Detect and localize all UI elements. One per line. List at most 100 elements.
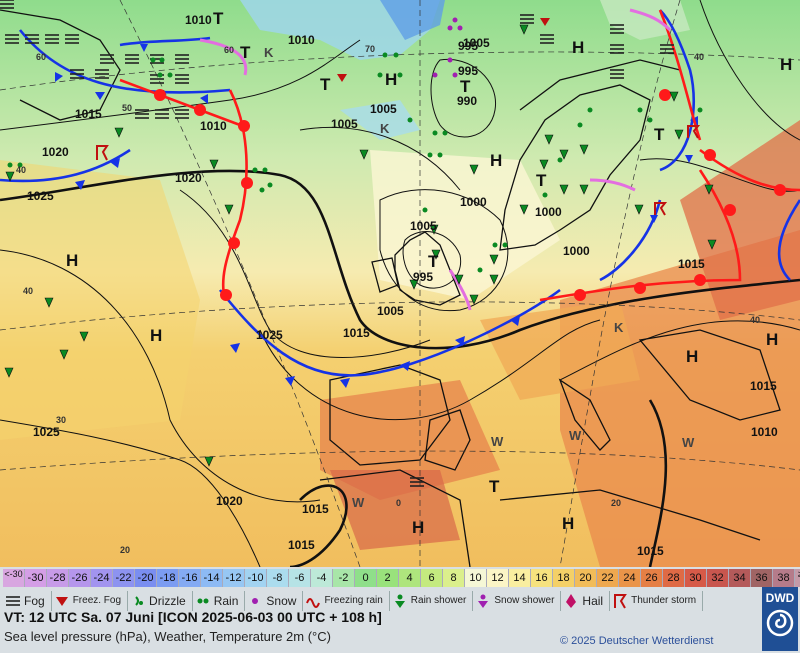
high-pressure-label: H	[572, 38, 584, 57]
temperature-contour-label: 50	[122, 103, 132, 113]
isobar-label: 995	[458, 64, 478, 78]
legend-rain: Rain	[193, 591, 246, 611]
air-mass-label: W	[682, 435, 695, 450]
scale-cell: -12	[223, 569, 245, 587]
high-pressure-label: H	[766, 330, 778, 349]
cold-fronts	[0, 9, 800, 377]
high-pressure-label: H	[66, 251, 78, 270]
low-pressure-label: T	[240, 43, 251, 62]
isobar-label: 1010	[751, 425, 778, 439]
isobar-label: 1010	[200, 119, 227, 133]
scale-cell: 6	[421, 569, 443, 587]
temperature-contour-label: 20	[120, 545, 130, 555]
hail-icon	[566, 594, 577, 608]
legend-label: Thunder storm	[631, 595, 697, 606]
isobar-label: 1005	[331, 117, 358, 131]
temperature-contour-label: 0	[396, 498, 401, 508]
freezing-fog-symbols	[337, 18, 550, 82]
scale-cell: 34	[729, 569, 751, 587]
high-pressure-label: H	[562, 514, 574, 533]
scale-cell: -10	[245, 569, 267, 587]
legend-label: Freez. Fog	[72, 595, 122, 606]
high-pressure-label: H	[385, 70, 397, 89]
copyright: © 2025 Deutscher Wetterdienst	[560, 635, 714, 647]
scale-cell: <-30	[3, 569, 25, 587]
legend-freezing-rain: Freezing rain	[303, 591, 390, 611]
freezing-rain-icon	[306, 598, 321, 608]
map-labels: 1010 1010 1015 1020 1020 1025 1025 1025 1020 1015…	[16, 9, 792, 558]
scale-cell: 28	[663, 569, 685, 587]
dwd-swirl-icon	[766, 609, 794, 637]
high-pressure-label: H	[780, 55, 792, 74]
scale-cell: -6	[289, 569, 311, 587]
isobar-label: 1005	[370, 102, 397, 116]
scale-cell: 14	[509, 569, 531, 587]
isobar-label: 1015	[302, 502, 329, 516]
low-pressure-label: T	[213, 9, 224, 28]
scale-cell: -14	[201, 569, 223, 587]
scale-cell: 2	[377, 569, 399, 587]
legend-fog: Fog	[3, 591, 52, 611]
isobar-label: 1025	[27, 189, 54, 203]
rain-shower-symbols	[4, 24, 717, 467]
temperature-contour-label: 20	[611, 498, 621, 508]
isobar-label: 995	[458, 39, 478, 53]
low-pressure-label: T	[654, 125, 665, 144]
snow-shower-icon	[478, 594, 489, 608]
scale-cell: 26	[641, 569, 663, 587]
coastlines	[0, 9, 781, 567]
scale-cell: -24	[91, 569, 113, 587]
isobar-label: 1015	[750, 379, 777, 393]
scale-cell: 30	[685, 569, 707, 587]
legend-hail: Hail	[561, 591, 611, 611]
temperature-contour-label: 30	[56, 415, 66, 425]
legend-rain-shower: Rain shower	[390, 591, 474, 611]
air-mass-label: W	[491, 434, 504, 449]
isobars	[0, 0, 800, 567]
thunderstorm-icon	[614, 594, 627, 609]
fog-icon	[6, 596, 20, 606]
valid-time: VT: 12 UTC Sa. 07 Juni [ICON 2025-06-03 …	[4, 609, 382, 625]
isobar-label: 1015	[75, 107, 102, 121]
scale-cell: 16	[531, 569, 553, 587]
isobar-label: 1015	[288, 538, 315, 552]
isobar-label: 1025	[33, 425, 60, 439]
legend-label: Fog	[24, 594, 45, 608]
isobar-label: 1025	[256, 328, 283, 342]
rain-shower-icon	[394, 594, 405, 608]
low-pressure-label: T	[460, 77, 471, 96]
scale-cell: 36	[751, 569, 773, 587]
scale-cell: 0	[355, 569, 377, 587]
low-pressure-label: T	[428, 252, 439, 271]
legend-label: Rain shower	[410, 595, 467, 606]
rain-icon	[197, 598, 209, 604]
low-pressure-label: T	[489, 477, 500, 496]
isobar-label: 1015	[678, 257, 705, 271]
legend-label: Rain	[213, 594, 239, 608]
temperature-scale: <-30 -30 -28 -26 -24 -22 -20 -18 -16 -14 -12 -10 -8-…	[3, 569, 800, 589]
graticule	[0, 0, 800, 567]
temperature-contour-label: 40	[694, 52, 704, 62]
legend-label: Drizzle	[149, 594, 186, 608]
legend-snow: Snow	[245, 591, 304, 611]
scale-cell: 10	[465, 569, 487, 587]
occluded-fronts	[199, 8, 672, 311]
fog-symbols	[0, 0, 675, 487]
legend-thunderstorm: Thunder storm	[610, 591, 704, 611]
temperature-contour-label: 60	[224, 45, 234, 55]
isobar-label: 1005	[463, 36, 490, 50]
air-mass-label: K	[264, 45, 274, 60]
high-pressure-label: H	[412, 518, 424, 537]
scale-cell: 22	[597, 569, 619, 587]
air-mass-label: W	[352, 495, 365, 510]
legend-label: Freezing rain	[324, 595, 383, 606]
map-subtitle: Sea level pressure (hPa), Weather, Tempe…	[4, 629, 331, 644]
high-pressure-label: H	[490, 151, 502, 170]
rain-symbols	[7, 52, 703, 273]
snow-icon	[252, 598, 259, 604]
isobar-label: 995	[413, 270, 433, 284]
scale-cell: -20	[135, 569, 157, 587]
low-pressure-label: T	[320, 75, 331, 94]
temperature-contour-label: 70	[365, 44, 375, 54]
warm-front-semicircles	[154, 89, 786, 301]
